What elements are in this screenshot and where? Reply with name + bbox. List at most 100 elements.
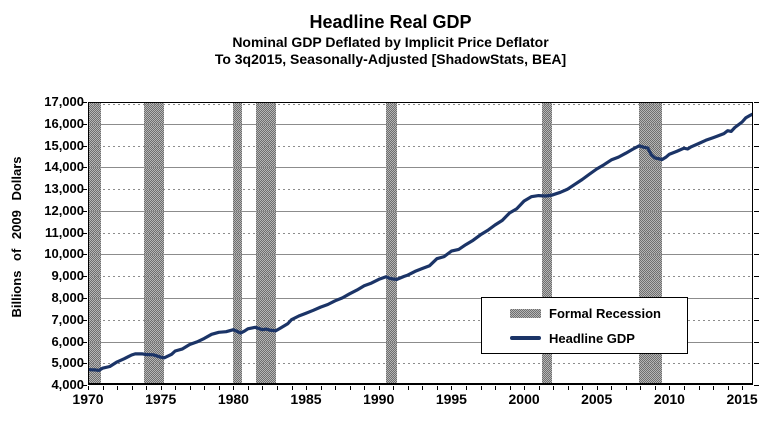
x-axis-tick: [88, 386, 89, 390]
y-axis-right-tick: [754, 276, 759, 278]
y-axis-right-tick: [754, 254, 759, 256]
x-axis-tick: [247, 386, 249, 390]
x-axis-tick: [654, 386, 656, 390]
x-axis-tick: [640, 386, 642, 390]
y-axis-right-tick: [754, 297, 759, 299]
y-axis-right-tick: [754, 123, 759, 125]
recession-band: [541, 102, 552, 385]
x-axis-tick: [146, 386, 148, 390]
y-axis-right-tick: [754, 167, 759, 169]
chart-title: Headline Real GDP: [309, 12, 472, 32]
y-axis-tick-label: 16,000: [44, 115, 84, 131]
chart-subtitle-2: To 3q2015, Seasonally-Adjusted [ShadowSt…: [214, 51, 567, 67]
x-axis-tick: [524, 386, 526, 390]
y-axis-right-tick: [754, 102, 759, 103]
gridline: [88, 210, 753, 212]
x-axis-tick: [684, 386, 685, 390]
x-axis-tick: [625, 386, 627, 390]
y-axis-tick: [82, 102, 87, 103]
recession-band: [233, 102, 242, 385]
x-axis-tick: [117, 386, 119, 390]
x-axis-tick: [364, 386, 366, 390]
x-axis-tick: [742, 386, 744, 390]
x-axis-tick-label: 2005: [581, 391, 613, 407]
x-axis-tick: [262, 386, 264, 390]
y-axis-right-tick: [754, 319, 759, 321]
gridline: [88, 123, 753, 125]
y-axis-right-tick: [754, 363, 759, 365]
y-axis-tick-label: 15,000: [44, 137, 84, 153]
x-axis-tick: [596, 386, 598, 390]
y-axis-tick: [82, 232, 87, 234]
x-axis-tick: [291, 386, 293, 390]
y-axis-tick: [82, 341, 87, 343]
x-axis-tick: [698, 386, 700, 390]
y-axis-tick: [82, 319, 87, 321]
x-axis-tick: [611, 386, 613, 390]
y-axis-tick-label: 4,000: [51, 377, 84, 392]
x-axis-tick: [102, 386, 104, 390]
x-axis-tick-label: 1985: [290, 391, 322, 407]
y-axis-tick: [82, 210, 87, 212]
x-axis-tick: [218, 386, 220, 390]
x-axis-tick: [393, 386, 395, 390]
chart-subtitle-1: Nominal GDP Deflated by Implicit Price D…: [232, 34, 549, 50]
y-axis-tick-label: 10,000: [44, 246, 84, 262]
x-axis-tick-label: 1975: [145, 391, 177, 407]
gridline: [88, 167, 753, 169]
recession-pattern-swatch: [510, 308, 541, 318]
y-axis-tick-label: 8,000: [51, 289, 84, 305]
legend-item-recession: Formal Recession: [510, 306, 687, 321]
x-axis-tick: [669, 386, 671, 390]
x-axis-tick: [422, 386, 424, 390]
x-axis-tick: [567, 386, 569, 390]
x-axis-tick-label: 2010: [653, 391, 685, 407]
x-axis-tick: [320, 386, 322, 390]
x-axis-tick: [204, 386, 206, 390]
headline-gdp-line: [88, 112, 753, 372]
y-axis-right-tick: [754, 145, 759, 147]
x-axis-tick: [131, 386, 133, 390]
y-axis-tick-label: 17,000: [44, 94, 84, 109]
x-axis-tick: [160, 386, 162, 390]
x-axis-tick: [509, 386, 511, 390]
recession-band: [256, 102, 276, 385]
y-axis-tick-label: 6,000: [51, 333, 84, 349]
headline-gdp-series: [88, 112, 753, 372]
x-axis-tick: [233, 386, 235, 390]
y-axis-tick-label: 5,000: [51, 355, 84, 371]
y-axis-tick-label: 9,000: [51, 268, 84, 284]
x-axis-tick: [407, 386, 409, 390]
y-axis-right-tick: [754, 341, 759, 343]
chart-titles: Headline Real GDP Nominal GDP Deflated b…: [0, 11, 781, 68]
gridline: [88, 319, 753, 321]
x-axis-tick: [465, 386, 467, 390]
y-axis-tick: [82, 254, 87, 256]
x-axis-tick-label: 1970: [72, 391, 104, 407]
gridline: [88, 341, 753, 343]
legend-label-gdp: Headline GDP: [549, 330, 635, 346]
y-axis-right-tick: [754, 385, 759, 386]
legend: Formal Recession Headline GDP: [481, 297, 688, 354]
y-axis-tick: [82, 123, 87, 125]
recession-band: [386, 102, 397, 385]
x-axis-tick: [553, 386, 555, 390]
x-axis-tick: [713, 386, 714, 390]
y-axis-right-tick: [754, 232, 759, 234]
x-axis-tick: [378, 386, 380, 390]
y-axis-tick: [82, 385, 87, 386]
gridline: [88, 363, 753, 365]
x-axis-tick-label: 1980: [217, 391, 249, 407]
gridline: [88, 276, 753, 278]
y-axis-right-tick: [754, 189, 759, 191]
x-axis-tick: [175, 386, 177, 390]
x-axis-tick: [349, 386, 351, 390]
y-axis-tick: [82, 363, 87, 365]
x-axis-tick: [495, 386, 496, 390]
legend-item-gdp: Headline GDP: [510, 330, 687, 346]
recession-band: [88, 102, 102, 385]
gridline: [88, 104, 753, 105]
y-axis-tick: [82, 189, 87, 191]
x-axis-tick: [451, 386, 453, 390]
